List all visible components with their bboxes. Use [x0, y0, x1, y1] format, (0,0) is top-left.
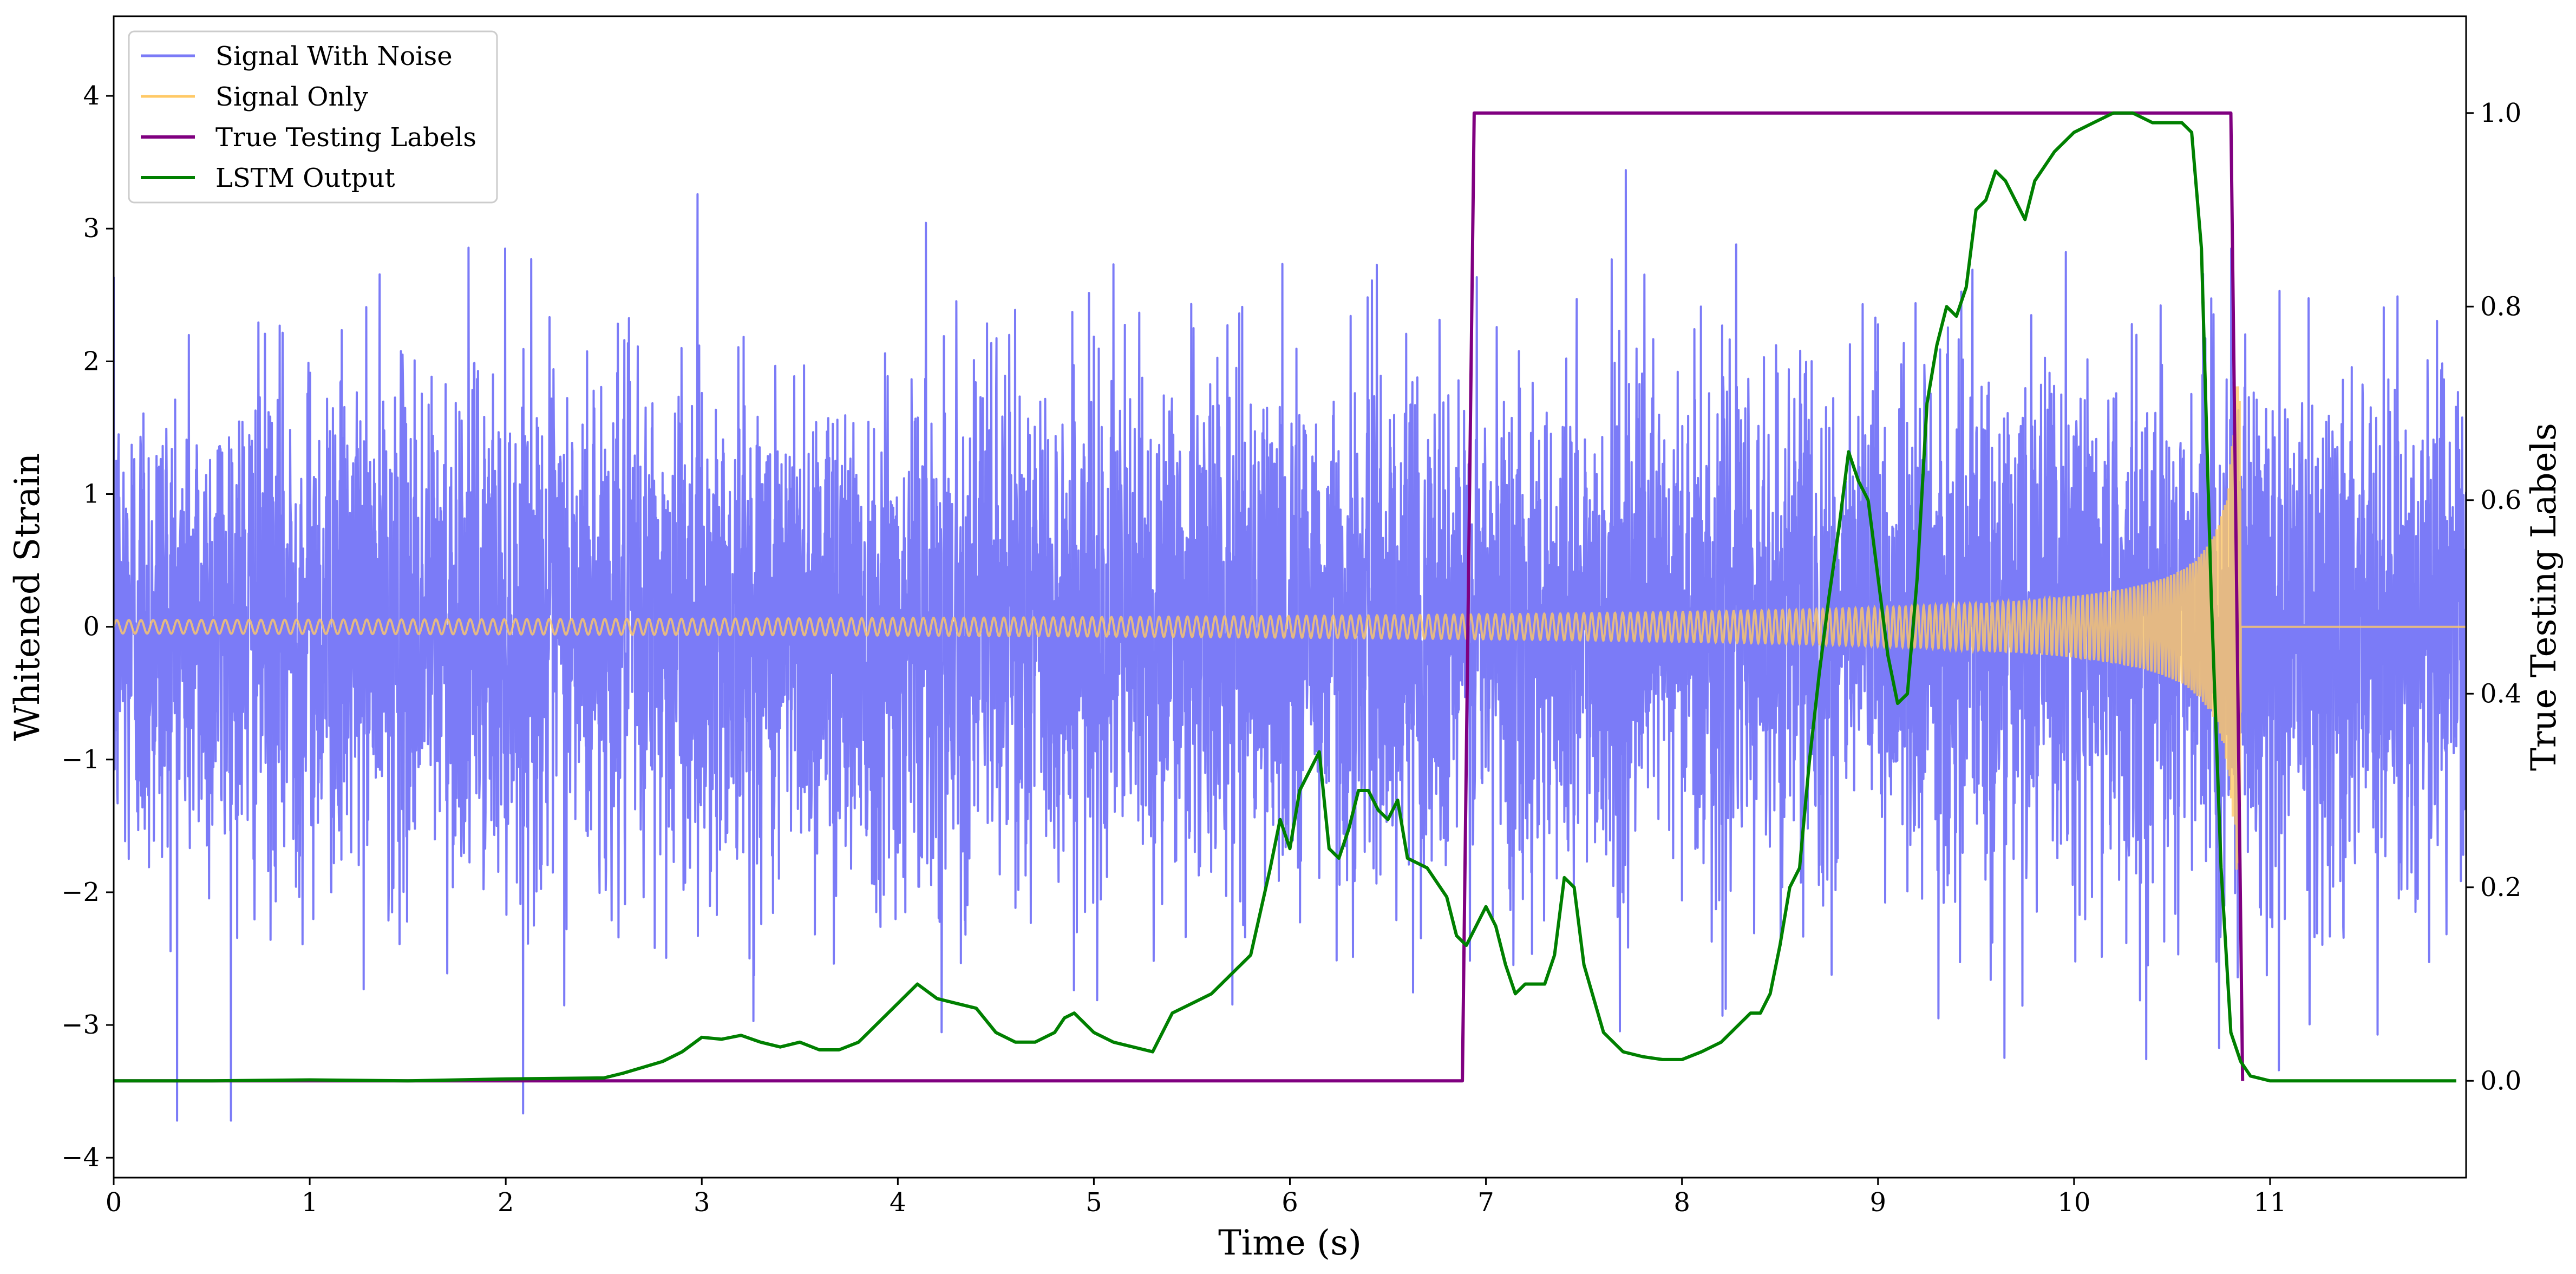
y-tick-label: 4 — [83, 81, 100, 111]
y-tick-label: −3 — [61, 1010, 100, 1040]
x-tick-label: 11 — [2253, 1187, 2286, 1218]
y-tick-label: −1 — [61, 744, 100, 775]
y2-tick-label: 1.0 — [2480, 98, 2521, 128]
x-tick-label: 10 — [2057, 1187, 2090, 1218]
x-tick-label: 9 — [1869, 1187, 1886, 1218]
y2-tick-label: 0.6 — [2480, 485, 2521, 515]
legend-box — [128, 30, 498, 204]
legend-label-lstm-output: LSTM Output — [215, 163, 395, 193]
y-tick-label: 2 — [83, 346, 100, 376]
y-tick-label: 1 — [83, 479, 100, 509]
y-axis-label: Whitened Strain — [8, 453, 48, 741]
y2-tick-label: 0.8 — [2480, 291, 2521, 322]
y-tick-label: −2 — [61, 877, 100, 907]
x-tick-label: 5 — [1086, 1187, 1102, 1218]
series-signal-with-noise — [114, 169, 2466, 1122]
y-tick-label: 3 — [83, 213, 100, 244]
x-tick-label: 0 — [106, 1187, 122, 1218]
x-tick-label: 6 — [1282, 1187, 1298, 1218]
x-tick-label: 7 — [1477, 1187, 1494, 1218]
y2-tick-label: 0.2 — [2480, 872, 2521, 903]
series-lstm-output — [114, 111, 2456, 1083]
y-tick-label: 0 — [83, 612, 100, 642]
y2-tick-label: 0.0 — [2480, 1066, 2521, 1096]
x-tick-label: 8 — [1673, 1187, 1690, 1218]
series-true-testing-labels — [114, 111, 2245, 1083]
y2-tick-label: 0.4 — [2480, 678, 2521, 709]
x-tick-label: 2 — [498, 1187, 514, 1218]
legend-label-true-testing-labels: True Testing Labels — [215, 122, 476, 153]
legend-label-signal-with-noise: Signal With Noise — [215, 41, 453, 71]
x-tick-label: 3 — [694, 1187, 710, 1218]
y-tick-label: −4 — [61, 1142, 100, 1173]
legend: Signal With Noise Signal Only True Testi… — [128, 30, 498, 204]
y2-axis-label: True Testing Labels — [2524, 423, 2564, 771]
legend-label-signal-only: Signal Only — [215, 82, 368, 112]
x-tick-label: 4 — [890, 1187, 906, 1218]
x-tick-label: 1 — [302, 1187, 318, 1218]
series-signal-only — [114, 386, 2466, 870]
x-axis-label: Time (s) — [1218, 1223, 1362, 1263]
